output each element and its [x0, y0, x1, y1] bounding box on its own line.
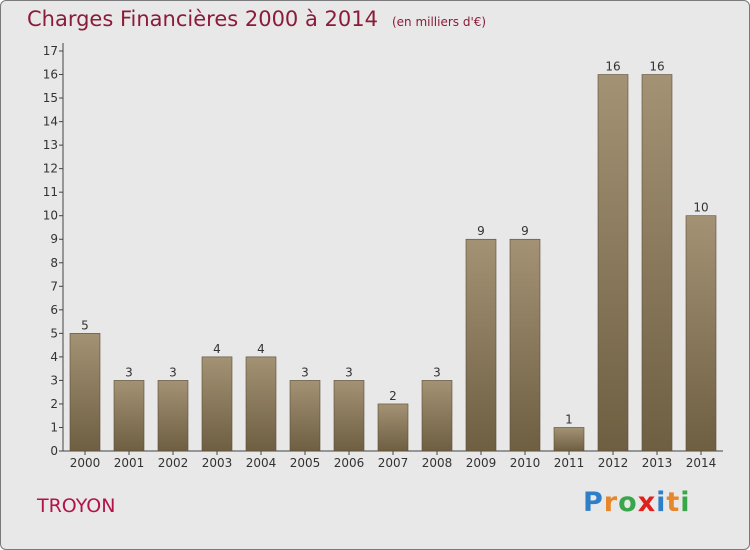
data-labels: 5 3 3 4 4 3 3 2 3 9 9 1 16 16 10: [81, 60, 708, 427]
bar-2011: [553, 427, 585, 452]
bar-2012: [597, 74, 629, 452]
value-label-2002: 3: [169, 365, 177, 379]
x-tick-label-2013: 2013: [642, 456, 673, 470]
value-label-2006: 3: [345, 365, 353, 379]
chart-title: Charges Financières 2000 à 2014: [27, 7, 378, 31]
y-tick-label: 13: [43, 138, 58, 152]
bars: [69, 74, 717, 452]
y-tick-label: 0: [50, 444, 58, 458]
x-tick-label-2009: 2009: [466, 456, 497, 470]
x-tick-label-2012: 2012: [598, 456, 629, 470]
y-tick-label: 6: [50, 303, 58, 317]
y-tick-label: 14: [43, 115, 58, 129]
value-label-2013: 16: [649, 60, 664, 74]
bar-2004: [245, 356, 277, 452]
town-name: TROYON: [37, 495, 116, 517]
value-label-2014: 10: [693, 201, 708, 215]
x-tick-label-2006: 2006: [334, 456, 365, 470]
logo-letter: r: [603, 487, 619, 518]
y-tick-label: 5: [50, 326, 58, 340]
value-label-2012: 16: [605, 60, 620, 74]
x-tick-label-2003: 2003: [202, 456, 233, 470]
x-tick-label-2000: 2000: [70, 456, 101, 470]
bar-2002: [157, 380, 189, 452]
y-tick-label: 17: [43, 44, 58, 58]
x-tick-label-2014: 2014: [686, 456, 717, 470]
bar-2008: [421, 380, 453, 452]
value-label-2003: 4: [213, 342, 221, 356]
y-tick-label: 9: [50, 232, 58, 246]
chart-subtitle: (en milliers d'€): [391, 15, 487, 29]
x-tick-label-2007: 2007: [378, 456, 409, 470]
x-tick-label-2004: 2004: [246, 456, 277, 470]
bar-2000: [69, 333, 101, 452]
bar-2005: [289, 380, 321, 452]
x-tick-label-2002: 2002: [158, 456, 189, 470]
value-label-2009: 9: [477, 224, 485, 238]
value-label-2004: 4: [257, 342, 265, 356]
chart-header: Charges Financières 2000 à 2014 (en milli…: [27, 7, 486, 31]
x-tick-label-2001: 2001: [114, 456, 145, 470]
bar-2010: [509, 238, 541, 452]
value-label-2000: 5: [81, 318, 89, 332]
y-tick-label: 8: [50, 256, 58, 270]
value-label-2010: 9: [521, 224, 529, 238]
proxiti-logo: Proxiti: [583, 487, 691, 518]
bar-2009: [465, 238, 497, 452]
y-tick-label: 12: [43, 162, 58, 176]
x-tick-label-2011: 2011: [554, 456, 585, 470]
logo-letter: i: [680, 487, 691, 518]
logo-letter: P: [583, 487, 604, 518]
y-tick-label: 10: [43, 209, 58, 223]
x-tick-label-2005: 2005: [290, 456, 321, 470]
value-label-2001: 3: [125, 365, 133, 379]
y-tick-label: 15: [43, 91, 58, 105]
y-tick-label: 1: [50, 420, 58, 434]
value-label-2011: 1: [565, 412, 573, 426]
value-label-2007: 2: [389, 389, 397, 403]
bar-2001: [113, 380, 145, 452]
y-tick-label: 7: [50, 279, 58, 293]
x-tick-label-2010: 2010: [510, 456, 541, 470]
bar-2003: [201, 356, 233, 452]
logo-letter: i: [656, 487, 667, 518]
y-tick-label: 4: [50, 350, 58, 364]
value-label-2008: 3: [433, 365, 441, 379]
y-tick-label: 3: [50, 373, 58, 387]
y-tick-label: 16: [43, 68, 58, 82]
y-tick-label: 2: [50, 397, 58, 411]
bar-2006: [333, 380, 365, 452]
logo-letter: o: [618, 487, 638, 518]
x-tick-label-2008: 2008: [422, 456, 453, 470]
y-tick-label: 11: [43, 185, 58, 199]
logo-letter: x: [637, 487, 657, 518]
value-label-2005: 3: [301, 365, 309, 379]
logo-letter: t: [666, 487, 681, 518]
bar-2014: [685, 215, 717, 452]
bar-2007: [377, 403, 409, 452]
bar-2013: [641, 74, 673, 452]
